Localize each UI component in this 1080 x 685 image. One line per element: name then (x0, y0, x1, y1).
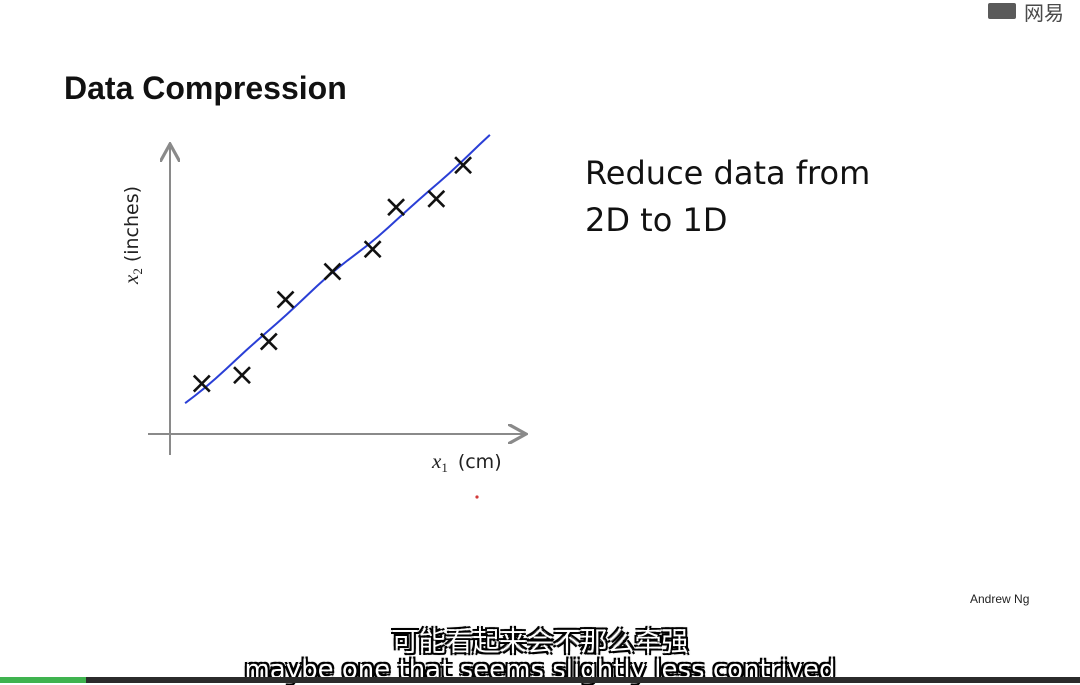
point-marker-stroke (454, 156, 473, 175)
point-marker-stroke (276, 290, 295, 309)
watermark-logo: 网易 (982, 0, 1080, 22)
data-point-6 (363, 240, 382, 259)
y-axis-subscript: 2 (130, 268, 145, 275)
point-marker-stroke (387, 198, 406, 217)
point-marker-stroke (259, 332, 278, 351)
data-point-1 (192, 374, 211, 393)
y-axis-label: x2 (inches) (119, 186, 145, 285)
laser-pointer-dot (475, 495, 479, 499)
y-axis-unit: (inches) (121, 186, 143, 262)
data-point-2 (233, 366, 251, 385)
x-axis-unit: (cm) (458, 451, 502, 473)
author-credit: Andrew Ng (970, 592, 1030, 606)
point-marker-stroke (233, 366, 251, 385)
video-progress-fill (0, 677, 87, 683)
data-point-7 (387, 198, 406, 217)
data-point-4 (276, 290, 295, 309)
point-marker-stroke (363, 240, 382, 259)
data-point-3 (259, 332, 278, 351)
side-text-line-2: 2D to 1D (585, 201, 728, 239)
x-axis-variable: x (431, 449, 442, 473)
point-marker-stroke (192, 374, 211, 393)
data-point-8 (427, 189, 446, 208)
slide-title: Data Compression (64, 70, 347, 106)
subtitle-chinese: 可能看起来会不那么牵强 (391, 627, 689, 658)
data-point-9 (454, 156, 473, 175)
x-axis-label: x1 (cm) (431, 449, 502, 475)
logo-icon (988, 3, 1016, 19)
y-axis-variable: x (119, 274, 143, 285)
watermark-text: 网易 (1024, 0, 1064, 23)
regression-line (184, 134, 491, 404)
x-axis-subscript: 1 (441, 460, 448, 475)
video-progress-bar[interactable] (0, 677, 1080, 683)
point-marker-stroke (427, 189, 446, 208)
side-text-line-1: Reduce data from (585, 154, 871, 192)
data-point-5 (323, 262, 342, 281)
data-points (192, 156, 473, 393)
point-marker-stroke (323, 262, 342, 281)
slide-bullet-text: Reduce data from 2D to 1D (585, 150, 915, 244)
